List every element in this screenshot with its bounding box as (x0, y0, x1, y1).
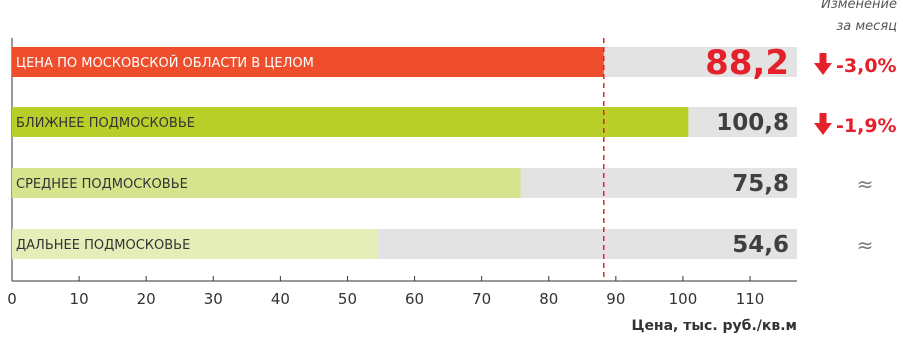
bar-value-label: 88,2 (705, 43, 789, 83)
x-tick-label: 70 (472, 290, 491, 308)
bar (12, 168, 521, 198)
x-tick-label: 20 (137, 290, 156, 308)
change-approx: ≈ (857, 172, 874, 196)
bar-value-label: 54,6 (732, 232, 789, 258)
change-header: Изменение за месяц (821, 0, 897, 38)
down-arrow-icon (814, 53, 832, 75)
change-header-line-2: за месяц (836, 19, 897, 34)
change-value: -1,9% (836, 115, 897, 137)
down-arrow-icon (814, 113, 832, 135)
bar-value-label: 100,8 (716, 110, 789, 136)
x-tick-label: 10 (70, 290, 89, 308)
bar (12, 47, 604, 77)
x-tick-label: 110 (736, 290, 765, 308)
x-tick-label: 60 (405, 290, 424, 308)
bar (12, 229, 379, 259)
change-approx: ≈ (857, 233, 874, 257)
x-tick-label: 80 (539, 290, 558, 308)
bar-category-label: СРЕДНЕЕ ПОДМОСКОВЬЕ (16, 177, 188, 192)
bar-category-label: ЦЕНА ПО МОСКОВСКОЙ ОБЛАСТИ В ЦЕЛОМ (16, 55, 314, 71)
bar-category-label: ДАЛЬНЕЕ ПОДМОСКОВЬЕ (16, 238, 190, 253)
change-header-line-1: Изменение (821, 0, 897, 12)
x-tick-label: 40 (271, 290, 290, 308)
x-axis-title: Цена, тыс. руб./кв.м (631, 318, 797, 334)
bar (12, 107, 689, 137)
x-tick-label: 100 (669, 290, 698, 308)
bar-category-label: БЛИЖНЕЕ ПОДМОСКОВЬЕ (16, 116, 195, 131)
bar-value-label: 75,8 (732, 171, 789, 197)
x-tick-label: 50 (338, 290, 357, 308)
x-tick-label: 0 (7, 290, 17, 308)
change-value: -3,0% (836, 55, 897, 77)
x-tick-label: 30 (204, 290, 223, 308)
x-tick-label: 90 (606, 290, 625, 308)
